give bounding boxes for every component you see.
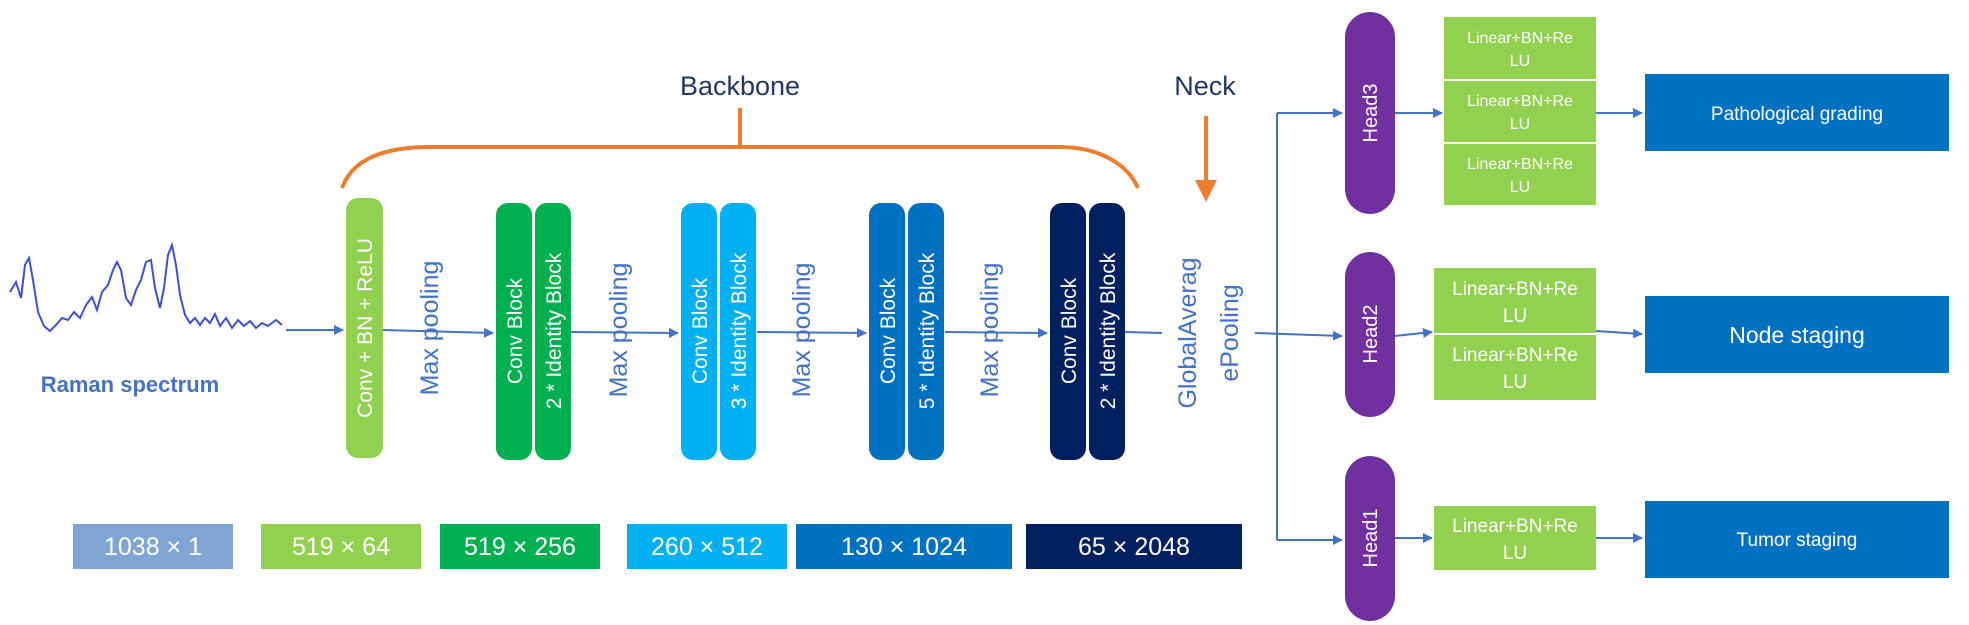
max-pooling-label-4: Max pooling: [976, 263, 1004, 398]
dim-box-3: 519 × 256: [464, 533, 576, 561]
output-node-label: Node staging: [1729, 322, 1865, 348]
head3-linear-stack: Linear+BN+Re LU Linear+BN+Re LU Linear+B…: [1444, 17, 1596, 205]
head2-label: Head2: [1360, 305, 1382, 364]
head2: Head2: [1345, 252, 1395, 417]
stage4-identity-label: 2 * Identity Block: [1097, 252, 1120, 409]
output-pathological-grading: Pathological grading: [1645, 74, 1949, 151]
stage2-identity-label: 3 * Identity Block: [728, 252, 751, 409]
head1-linear-1-a: Linear+BN+Re: [1452, 516, 1578, 537]
stage3-blocks: Conv Block 5 * Identity Block: [869, 203, 944, 460]
dim-box-1: 1038 × 1: [104, 533, 202, 561]
head2-linear-1-a: Linear+BN+Re: [1452, 279, 1578, 300]
stage1-blocks: Conv Block 2 * Identity Block: [496, 203, 571, 460]
dim-box-6: 65 × 2048: [1078, 533, 1190, 561]
stage1-conv-block-label: Conv Block: [504, 277, 527, 384]
stage3-conv-block-label: Conv Block: [877, 277, 900, 384]
output-pathological-label: Pathological grading: [1711, 104, 1883, 125]
output-tumor-label: Tumor staging: [1737, 530, 1858, 551]
stage2-blocks: Conv Block 3 * Identity Block: [681, 203, 756, 460]
conv-bn-relu-label: Conv + BN + ReLU: [354, 238, 377, 418]
max-pooling-label-3: Max pooling: [788, 263, 816, 398]
stage4-conv-block-label: Conv Block: [1058, 277, 1081, 384]
gap-label-line2: ePooling: [1216, 284, 1244, 381]
stage1-identity-label: 2 * Identity Block: [543, 252, 566, 409]
dim-box-2: 519 × 64: [292, 533, 390, 561]
backbone-label: Backbone: [680, 71, 800, 101]
output-node-staging: Node staging: [1645, 296, 1949, 373]
head2-linear-2-a: Linear+BN+Re: [1452, 345, 1578, 366]
dim-box-4: 260 × 512: [651, 533, 763, 561]
dim-box-5: 130 × 1024: [841, 533, 967, 561]
head2-linear-2-b: LU: [1503, 372, 1527, 393]
gap-label-line1: GlobalAverag: [1174, 257, 1202, 408]
head2-linear-1-b: LU: [1503, 306, 1527, 327]
head3: Head3: [1345, 12, 1395, 214]
stage3-identity-label: 5 * Identity Block: [916, 252, 939, 409]
head1-linear-stack: Linear+BN+Re LU: [1434, 506, 1596, 570]
raman-spectrum-label: Raman spectrum: [41, 372, 220, 397]
raman-spectrum-curve: [9, 241, 283, 333]
head3-label: Head3: [1360, 84, 1382, 143]
stage2-conv-block-label: Conv Block: [689, 277, 712, 384]
head1: Head1: [1345, 456, 1395, 621]
head3-linear-1-b: LU: [1510, 53, 1530, 70]
head3-linear-3-b: LU: [1510, 179, 1530, 196]
conv-bn-relu-block: Conv + BN + ReLU: [346, 198, 383, 458]
stage4-blocks: Conv Block 2 * Identity Block: [1050, 203, 1125, 460]
max-pooling-label-2: Max pooling: [605, 263, 633, 398]
max-pooling-label-1: Max pooling: [416, 261, 444, 396]
neck-label: Neck: [1174, 71, 1236, 101]
dimension-boxes: 1038 × 1 519 × 64 519 × 256 260 × 512 13…: [73, 524, 1242, 569]
head2-linear-stack: Linear+BN+Re LU Linear+BN+Re LU: [1434, 268, 1596, 400]
head1-linear-1-b: LU: [1503, 543, 1527, 564]
output-tumor-staging: Tumor staging: [1645, 501, 1949, 578]
backbone-brace: [340, 145, 1140, 189]
head-connectors: [1394, 108, 1643, 543]
head3-linear-3-a: Linear+BN+Re: [1467, 156, 1573, 173]
head3-linear-2-a: Linear+BN+Re: [1467, 93, 1573, 110]
head3-linear-2-b: LU: [1510, 116, 1530, 133]
head3-linear-1-a: Linear+BN+Re: [1467, 30, 1573, 47]
head1-label: Head1: [1360, 509, 1382, 568]
pipeline-connectors: [286, 108, 1343, 545]
